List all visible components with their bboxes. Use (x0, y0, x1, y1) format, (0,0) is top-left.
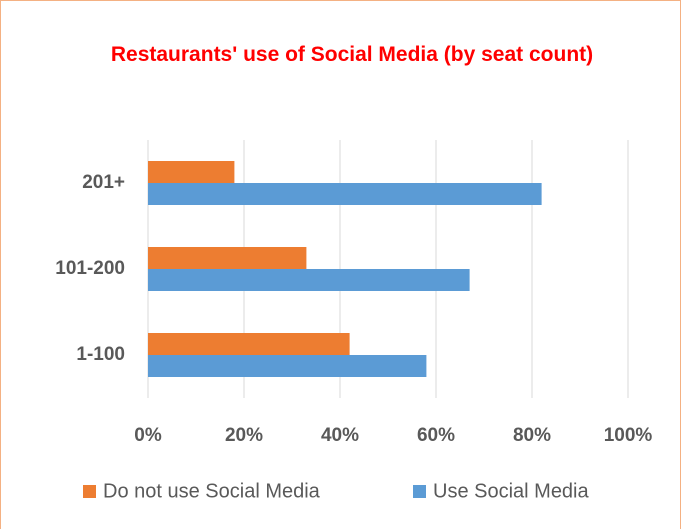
legend-swatch (83, 485, 96, 498)
x-tick-label: 0% (134, 425, 162, 446)
x-tick-label: 60% (417, 425, 455, 446)
chart-title: Restaurants' use of Social Media (by sea… (110, 43, 594, 66)
bar (148, 161, 235, 183)
x-tick-label: 100% (604, 425, 653, 446)
legend-swatch (413, 485, 426, 498)
bar (148, 355, 427, 377)
x-tick-label: 80% (513, 425, 551, 446)
y-tick-label: 201+ (82, 172, 125, 193)
bar (148, 333, 350, 355)
y-tick-label: 101-200 (55, 258, 125, 279)
y-tick-label: 1-100 (76, 344, 125, 365)
legend-label: Use Social Media (433, 480, 590, 502)
bar (148, 247, 307, 269)
bar (148, 183, 542, 205)
legend-label: Do not use Social Media (103, 480, 321, 502)
bar (148, 269, 470, 291)
x-tick-label: 40% (321, 425, 359, 446)
x-tick-label: 20% (225, 425, 263, 446)
